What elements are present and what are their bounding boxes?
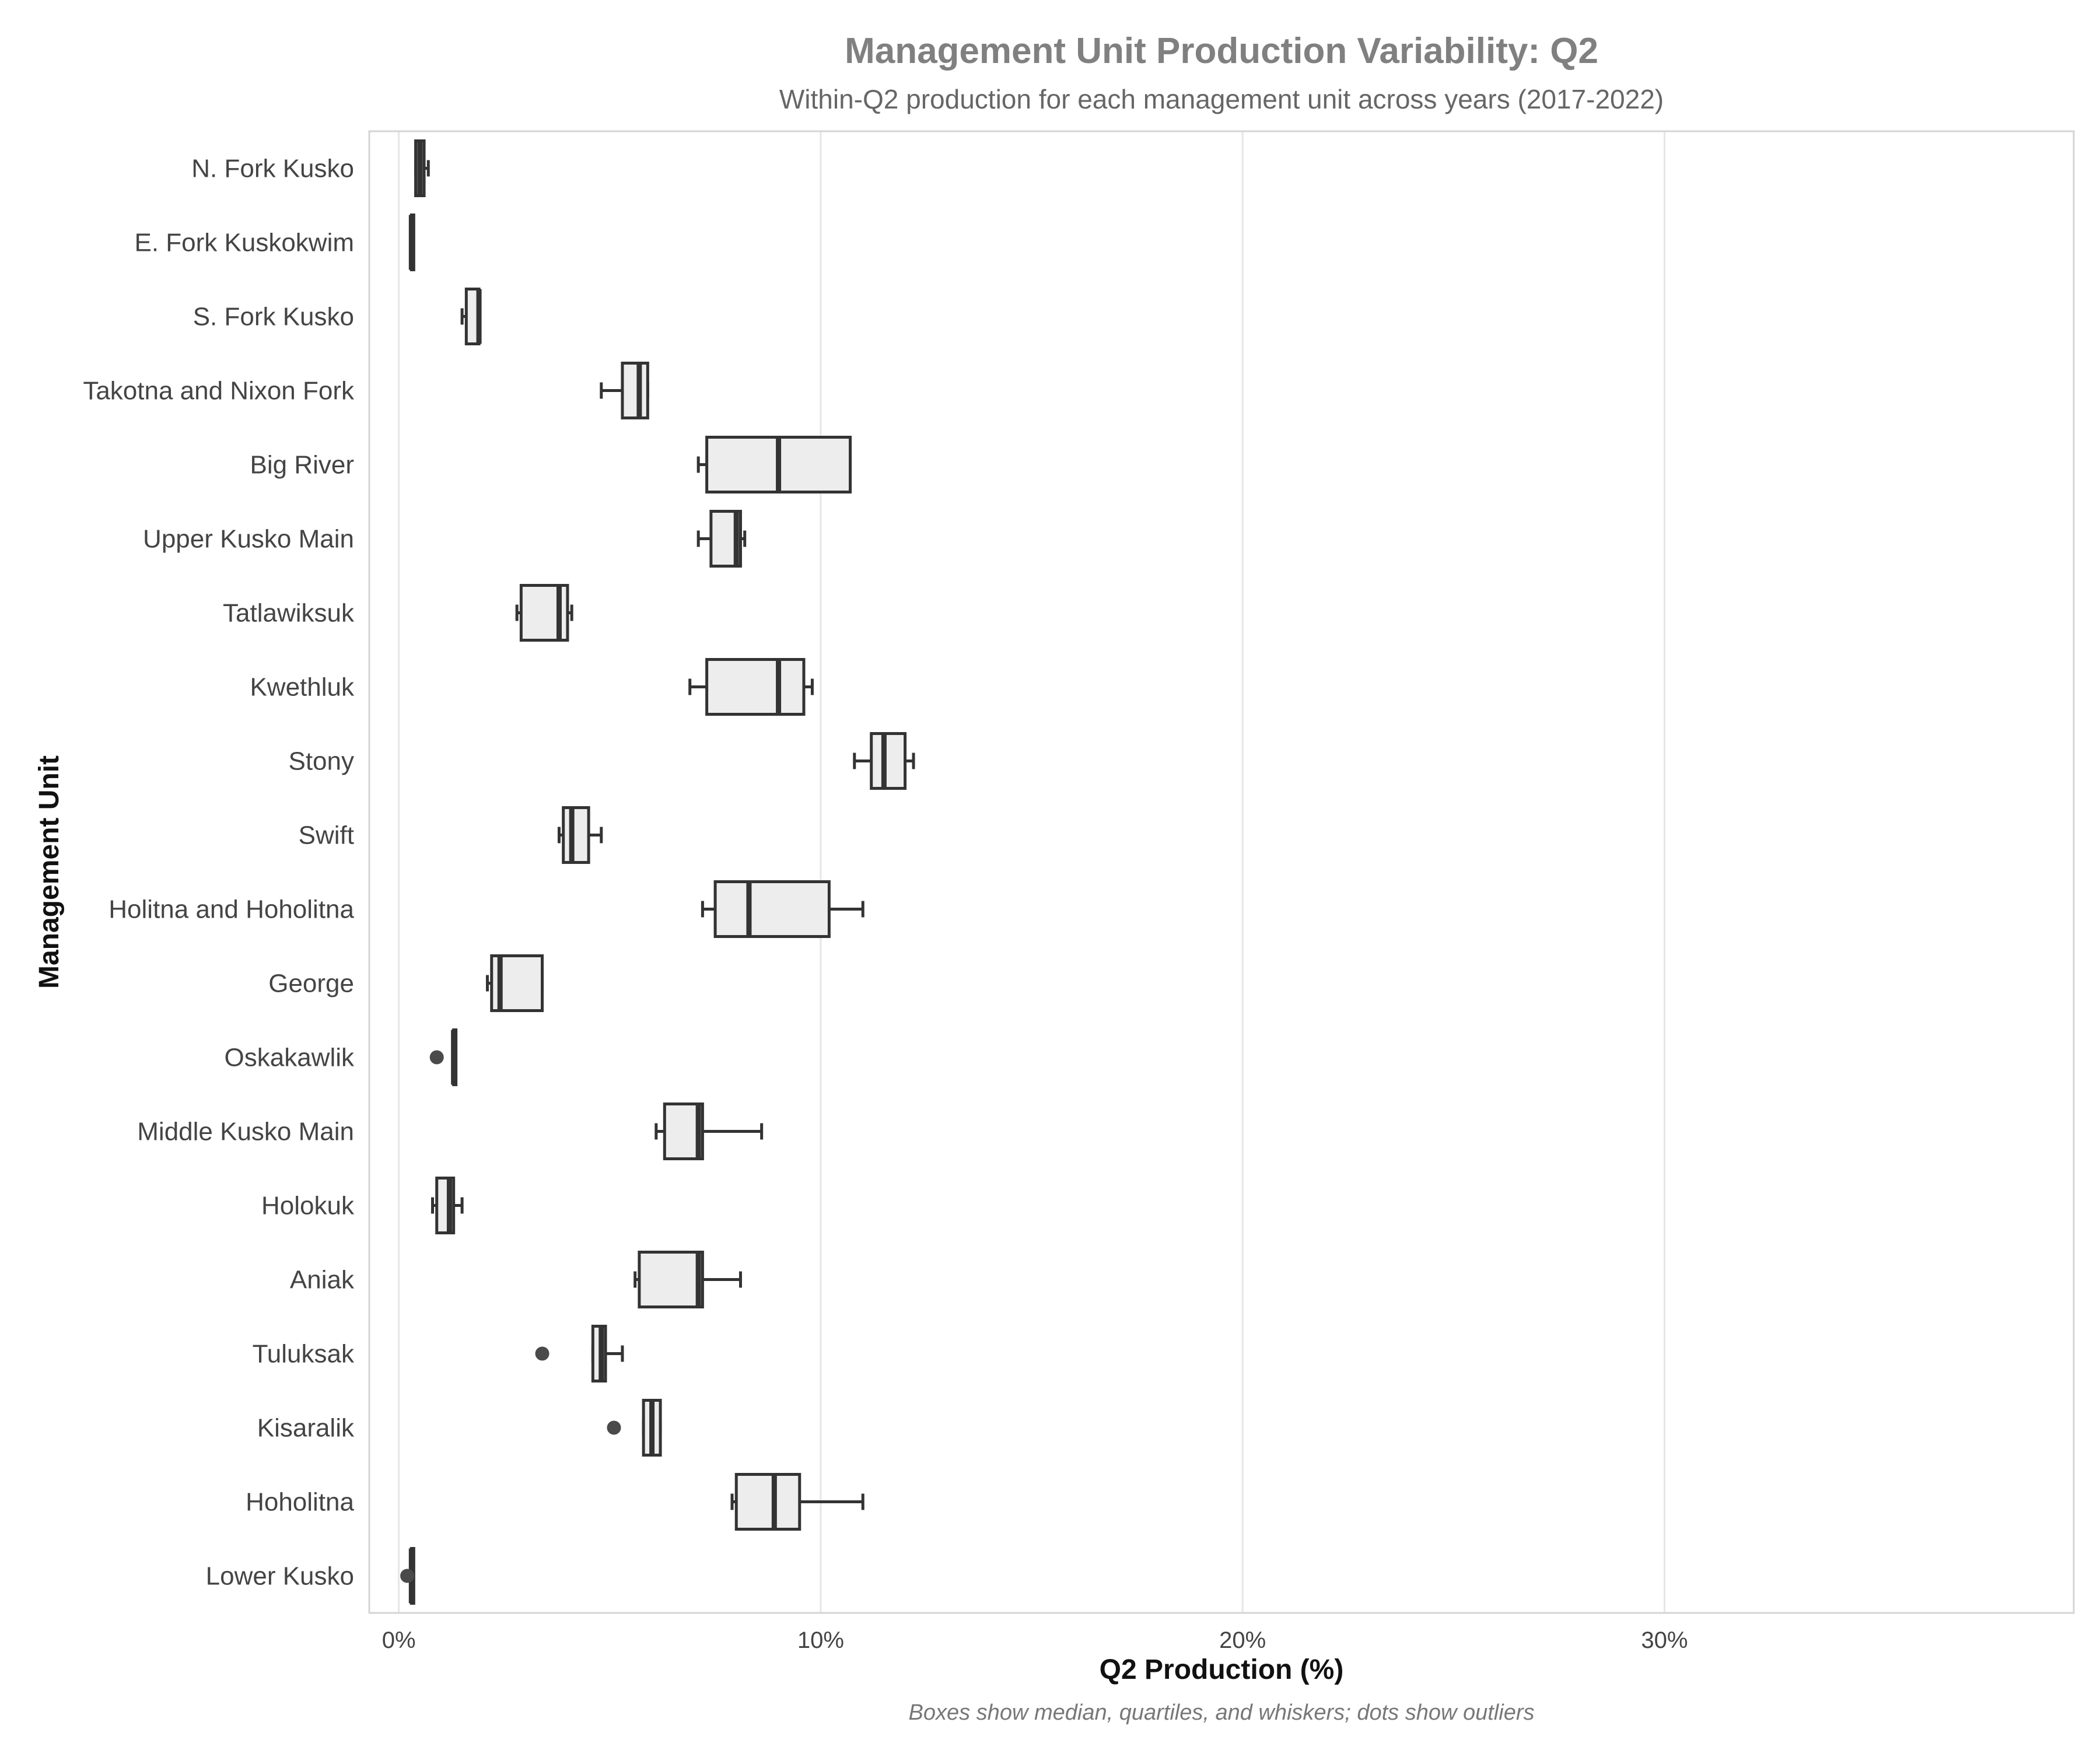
y-category-label: Stony	[288, 747, 354, 776]
y-category-label: Kisaralik	[257, 1414, 355, 1443]
y-axis-title: Management Unit	[34, 755, 65, 989]
box-hoholitna	[730, 1473, 864, 1531]
box-n-fork-kusko	[414, 139, 430, 197]
x-axis-title: Q2 Production (%)	[1100, 1654, 1344, 1685]
y-category-label: Kwethluk	[250, 673, 355, 702]
chart-caption: Boxes show median, quartiles, and whiske…	[909, 1700, 1535, 1725]
y-category-label: Middle Kusko Main	[137, 1118, 354, 1146]
box-tatlawiksuk	[515, 584, 573, 642]
box-takotna-and-nixon-fork	[600, 362, 649, 419]
iqr-box	[734, 1473, 802, 1531]
box-tuluksak	[535, 1325, 624, 1382]
box-oskakawlik	[429, 1028, 458, 1086]
x-tick-labels: 0% 10% 20% 30%	[382, 1628, 1688, 1653]
box-e-fork-kuskokwim	[408, 214, 415, 271]
box-s-fork-kusko	[460, 288, 482, 345]
x-tick-label: 30%	[1641, 1628, 1688, 1653]
x-tick-label: 10%	[797, 1628, 844, 1653]
y-category-label: E. Fork Kuskokwim	[134, 229, 354, 257]
y-category-label: Upper Kusko Main	[143, 525, 354, 554]
y-category-label: Swift	[299, 821, 354, 850]
box-holitna-and-hoholitna	[701, 880, 864, 938]
y-category-label: Holokuk	[261, 1192, 355, 1220]
y-category-label: George	[268, 970, 354, 998]
box-stony	[853, 732, 915, 790]
y-category-label: Big River	[250, 451, 355, 480]
y-category-label: Tatlawiksuk	[223, 599, 355, 628]
y-category-label: Takotna and Nixon Fork	[83, 377, 355, 405]
category-labels: N. Fork Kusko E. Fork Kuskokwim S. Fork Ku…	[83, 155, 355, 1591]
outlier-point	[607, 1420, 621, 1435]
box-middle-kusko-main	[654, 1102, 764, 1160]
iqr-box	[713, 880, 831, 938]
box-kisaralik	[607, 1399, 662, 1457]
x-tick-label: 0%	[382, 1628, 416, 1653]
y-category-label: N. Fork Kusko	[191, 155, 354, 183]
y-category-label: Lower Kusko	[206, 1562, 354, 1591]
y-category-label: Hoholitna	[246, 1488, 354, 1517]
y-category-label: S. Fork Kusko	[193, 303, 354, 331]
x-tick-label: 20%	[1219, 1628, 1266, 1653]
box-upper-kusko-main	[696, 510, 747, 568]
y-category-label: Holitna and Hoholitna	[108, 895, 354, 924]
box-lower-kusko	[400, 1547, 415, 1605]
box-kwethluk	[688, 658, 814, 716]
y-category-label: Oskakawlik	[225, 1044, 355, 1072]
boxes	[400, 139, 915, 1605]
iqr-box	[870, 732, 907, 790]
iqr-box	[621, 362, 649, 419]
outlier-point	[535, 1346, 550, 1361]
box-big-river	[696, 436, 852, 494]
outlier-point	[429, 1050, 444, 1065]
gridlines	[398, 131, 1665, 1613]
outlier-point	[400, 1569, 415, 1583]
y-category-label: Tuluksak	[253, 1340, 355, 1368]
box-swift	[557, 806, 603, 864]
chart-title: Management Unit Production Variability: …	[845, 31, 1598, 71]
box-george	[486, 954, 544, 1012]
y-category-label: Aniak	[290, 1266, 355, 1294]
box-aniak	[634, 1251, 742, 1308]
plot-frame	[368, 130, 2075, 1614]
iqr-box	[705, 658, 806, 716]
iqr-box	[562, 806, 590, 864]
box-holokuk	[430, 1177, 464, 1234]
chart-subtitle: Within-Q2 production for each management…	[779, 84, 1664, 114]
iqr-box	[638, 1251, 704, 1308]
